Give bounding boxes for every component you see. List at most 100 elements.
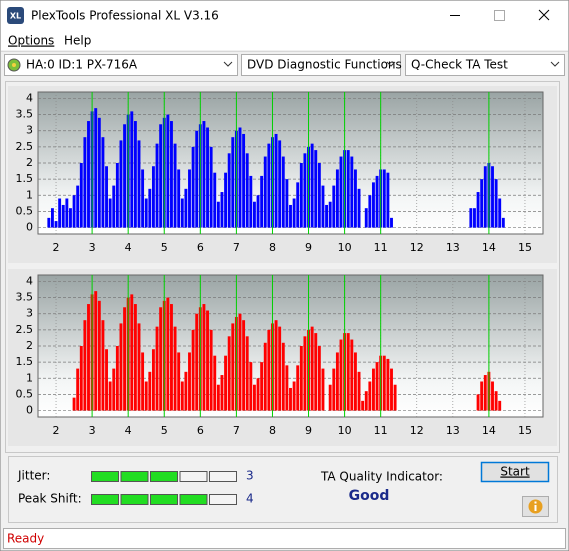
bar (483, 166, 487, 228)
meter-segment (179, 494, 208, 505)
bar (216, 201, 220, 228)
bar (177, 352, 181, 411)
bar (332, 185, 336, 228)
charts: 00.511.522.533.542 3 4 5 6 7 8 9 10 11 12 13 14 1500.… (16, 91, 544, 437)
x-tick-label: 3 (89, 424, 96, 437)
bar (353, 352, 357, 411)
bar (94, 291, 98, 411)
y-tick-label: 2 (26, 339, 33, 352)
bar (299, 163, 303, 228)
x-tick-label: 5 (161, 241, 168, 254)
bar (382, 169, 386, 228)
y-tick-label: 1.5 (16, 172, 34, 185)
status-text: Ready (7, 532, 44, 546)
bar (498, 198, 502, 228)
y-tick-label: 2.5 (16, 323, 34, 336)
drive-text: HA:0 ID:1 PX-716A (26, 58, 138, 72)
bar (281, 156, 285, 228)
bar (184, 371, 188, 411)
bar (231, 137, 235, 228)
bar (314, 150, 318, 228)
meter-segment (179, 471, 208, 482)
bar (498, 400, 502, 411)
bar (133, 304, 137, 411)
bar (289, 387, 292, 411)
info-icon-dot (534, 501, 537, 504)
bar (108, 198, 112, 228)
bar (249, 175, 253, 228)
y-tick-label: 4 (26, 274, 33, 287)
bar (61, 204, 65, 228)
bar (170, 304, 173, 411)
bar (480, 381, 484, 411)
bar (299, 346, 303, 411)
bar (123, 307, 127, 411)
bar (491, 381, 494, 411)
menu-help[interactable]: Help (64, 34, 91, 48)
bar (148, 188, 152, 228)
dropdown-arrow (550, 61, 560, 67)
bar (137, 323, 141, 411)
bar (159, 307, 163, 411)
bar (368, 381, 372, 411)
menu-options[interactable]: Options (8, 34, 54, 48)
maximize-button[interactable] (494, 10, 505, 21)
close-button[interactable] (538, 9, 550, 21)
bar (72, 195, 76, 228)
test-select[interactable] (405, 54, 565, 76)
bar (390, 368, 393, 411)
bar (216, 384, 220, 411)
bar (206, 127, 209, 228)
meter-segment (150, 471, 178, 482)
start-button-text: Start (500, 465, 530, 479)
bar (364, 391, 368, 411)
y-tick-label: 3.5 (16, 291, 34, 304)
bar (170, 121, 173, 228)
y-tick-label: 4 (26, 91, 33, 104)
bar (303, 153, 307, 228)
y-tick-label: 3.5 (16, 108, 34, 121)
bar (278, 140, 282, 228)
bar (54, 221, 58, 228)
x-tick-label: 13 (446, 241, 460, 254)
bar (206, 310, 209, 411)
bar (321, 185, 325, 228)
bar (119, 140, 123, 228)
y-tick-label: 0.5 (16, 204, 34, 217)
bar (386, 358, 390, 411)
bar (256, 195, 260, 228)
bar (252, 201, 256, 228)
drive-select[interactable] (4, 54, 238, 76)
y-tick-label: 0.5 (16, 387, 34, 400)
bar (141, 352, 145, 411)
bar (368, 195, 372, 228)
bar (195, 130, 199, 228)
bar (372, 182, 375, 228)
bar (58, 198, 62, 228)
bar (310, 326, 314, 411)
start-button[interactable] (480, 461, 550, 483)
meter-segment (91, 471, 119, 482)
meter-segment (120, 471, 149, 482)
function-select[interactable] (241, 54, 401, 76)
bar (238, 127, 242, 228)
x-tick-label: 3 (89, 241, 96, 254)
bar (69, 208, 72, 228)
x-tick-label: 10 (338, 241, 352, 254)
x-tick-label: 12 (410, 424, 424, 437)
bar (97, 117, 101, 228)
bar (245, 153, 249, 228)
bar (350, 339, 354, 411)
bar (76, 185, 80, 228)
bar (267, 329, 271, 411)
bar (285, 179, 289, 228)
bar (339, 156, 343, 228)
status-bar (3, 528, 566, 549)
y-tick-label: 3 (26, 307, 33, 320)
y-tick-label: 2.5 (16, 140, 34, 153)
bar (130, 111, 134, 228)
bar (224, 172, 228, 228)
bar (227, 336, 231, 411)
results-panel (8, 456, 558, 523)
